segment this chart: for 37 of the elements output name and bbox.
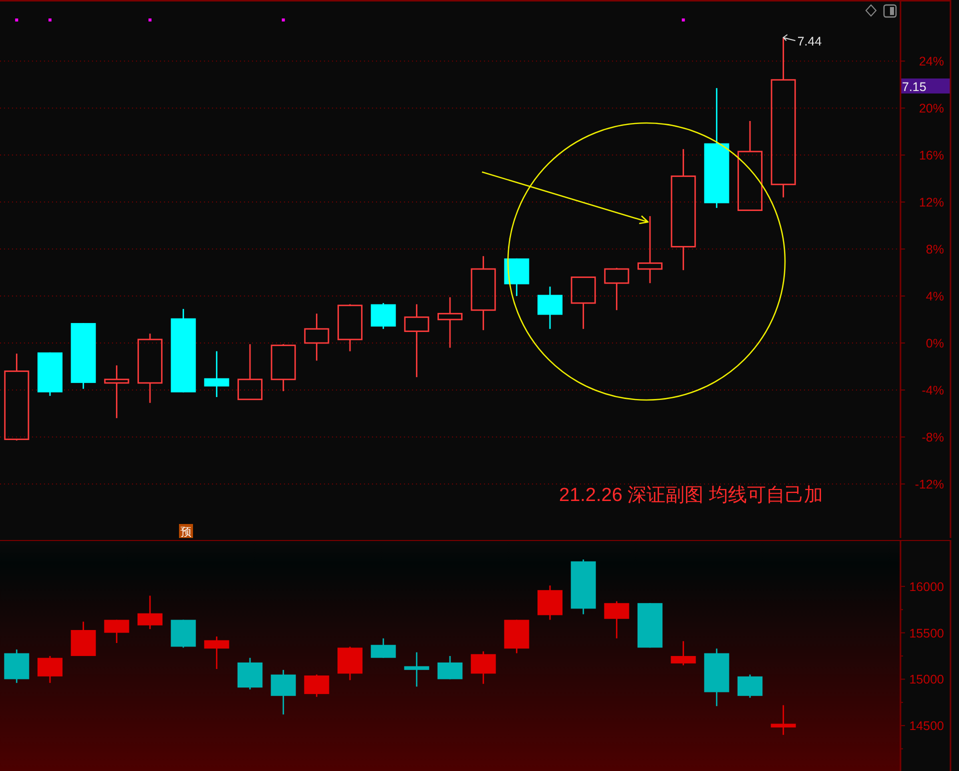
- y-tick-label: -12%: [914, 477, 944, 492]
- candlestick: [770, 704, 796, 736]
- candlestick: [4, 352, 30, 442]
- y-tick-label: 8%: [926, 242, 944, 257]
- y-tick-label: 24%: [918, 54, 944, 69]
- y-tick-label: -4%: [922, 383, 944, 398]
- y-tick-label: 16000: [909, 580, 944, 594]
- y-tick-label: -8%: [922, 430, 944, 444]
- annotation: 预: [180, 526, 192, 538]
- y-tick-label: 15500: [909, 626, 944, 640]
- candlestick: [638, 215, 662, 284]
- candlestick: [270, 343, 296, 392]
- candlestick: [404, 652, 430, 688]
- candlestick: [338, 304, 362, 352]
- candlestick: [670, 148, 696, 271]
- y-tick-label: 0%: [926, 336, 944, 351]
- y-tick-label: 14500: [909, 719, 944, 734]
- candlestick: [438, 296, 462, 348]
- annotation: 21.2.26 深证副图 均线可自己加: [559, 485, 823, 506]
- candlestick: [770, 36, 796, 198]
- y-tick-label: 20%: [918, 102, 944, 116]
- candlestick: [470, 255, 496, 331]
- candlestick: [204, 350, 230, 398]
- y-tick-label: 16%: [918, 148, 944, 163]
- y-tick-label: 4%: [926, 290, 944, 304]
- y-tick-label: 15000: [909, 672, 944, 687]
- candlestick: [238, 343, 262, 400]
- candlestick: [738, 120, 762, 211]
- y-tick-label: 12%: [918, 196, 944, 210]
- text: 7.15: [902, 80, 926, 94]
- candlestick: [570, 276, 596, 330]
- annotation: 7.44: [797, 34, 822, 49]
- candlestick: [138, 332, 162, 404]
- candlestick: [604, 267, 630, 311]
- candlestick: [304, 312, 330, 362]
- candlestick: [404, 304, 430, 378]
- candlestick: [104, 364, 130, 419]
